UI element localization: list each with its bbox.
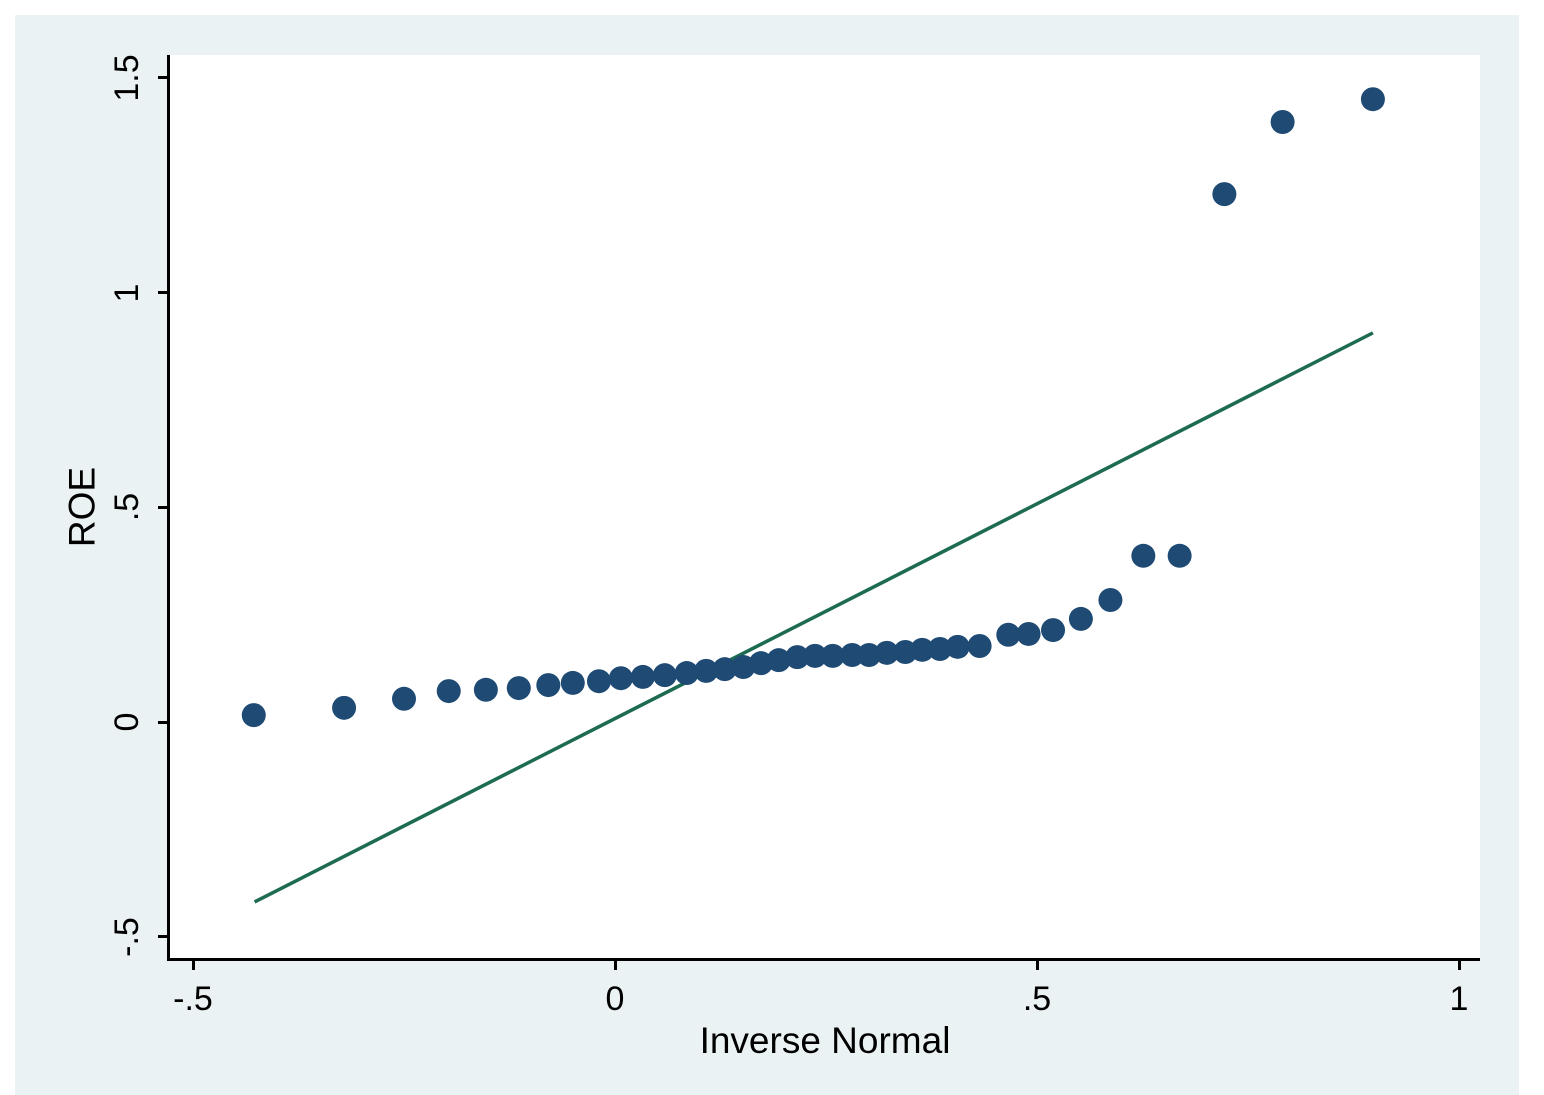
scatter-point <box>785 645 810 670</box>
scatter-point <box>1270 109 1295 134</box>
scatter-point <box>1016 621 1041 646</box>
scatter-point <box>927 636 952 661</box>
plot-area <box>167 55 1480 961</box>
scatter-point <box>630 664 655 689</box>
scatter-point <box>436 679 461 704</box>
scatter-point <box>392 686 416 711</box>
scatter-point <box>506 676 531 701</box>
y-axis-tick-label: 1.5 <box>108 54 146 102</box>
scatter-point <box>1212 182 1237 207</box>
scatter-point <box>332 695 357 720</box>
scatter-point <box>1068 606 1093 631</box>
scatter-point <box>694 658 719 683</box>
scatter-point <box>945 634 970 659</box>
y-axis-tick <box>158 935 170 939</box>
y-axis-tick-label: .5 <box>108 493 146 522</box>
scatter-point <box>840 642 865 667</box>
scatter-point <box>820 643 845 668</box>
x-axis-tick <box>191 958 195 970</box>
scatter-point <box>608 666 633 691</box>
scatter-point <box>536 673 561 698</box>
x-axis-tick <box>1457 958 1461 970</box>
y-axis-tick <box>158 291 170 294</box>
x-axis-tick <box>1035 958 1039 970</box>
scatter-point <box>560 670 585 695</box>
y-axis-tick <box>158 76 170 80</box>
scatter-point <box>712 657 737 682</box>
plot-canvas <box>241 87 1385 904</box>
scatter-point <box>1041 618 1066 643</box>
scatter-point <box>241 703 266 728</box>
x-axis-tick-label: 0 <box>605 980 625 1018</box>
scatter-point <box>874 640 899 665</box>
reference-line <box>253 331 1374 904</box>
y-axis-tick-label: 1 <box>108 283 146 302</box>
scatter-point <box>803 643 828 668</box>
scatter-point <box>1131 543 1156 568</box>
scatter-point <box>967 633 992 658</box>
y-axis-tick <box>158 720 170 724</box>
scatter-point <box>586 669 611 694</box>
scatter-point <box>910 637 935 662</box>
y-axis-tick <box>158 505 170 509</box>
scatter-point <box>1167 543 1192 568</box>
x-axis-tick-label: -.5 <box>173 980 213 1018</box>
x-axis-title: Inverse Normal <box>699 1020 951 1061</box>
scatter-point <box>766 648 791 673</box>
scatter-point <box>1360 87 1385 112</box>
scatter-point <box>652 663 677 688</box>
scatter-point <box>473 677 498 702</box>
scatter-point <box>1098 588 1123 613</box>
y-axis-tick-label: -.5 <box>108 916 146 957</box>
scatter-point <box>674 661 699 686</box>
y-axis-tick-label: 0 <box>108 712 146 732</box>
x-axis-tick-label: 1 <box>1449 980 1469 1018</box>
x-axis-tick-label: .5 <box>1022 980 1052 1018</box>
scatter-point <box>996 622 1021 647</box>
y-axis-title: ROE <box>61 466 103 547</box>
x-axis-tick <box>613 958 617 970</box>
scatter-point <box>749 651 774 676</box>
scatter-point <box>857 642 882 667</box>
